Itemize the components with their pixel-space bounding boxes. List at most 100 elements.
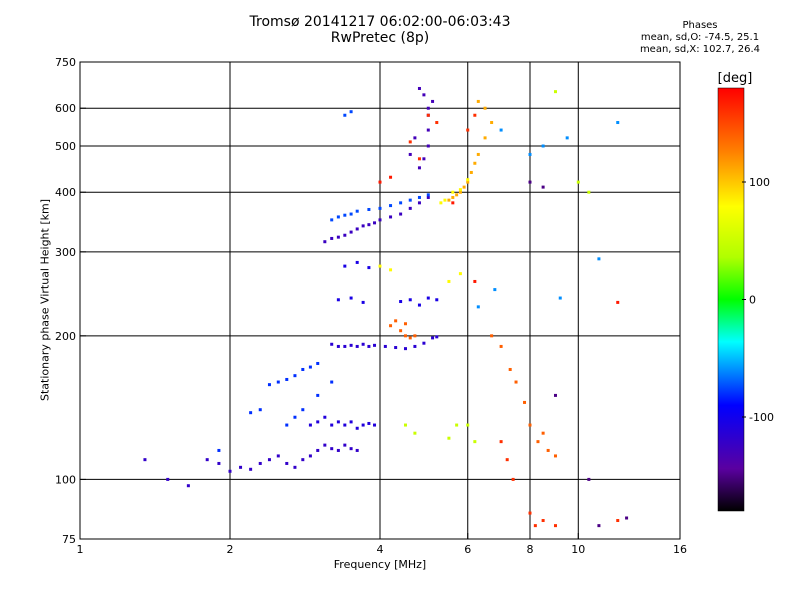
data-point: [565, 136, 569, 140]
data-point: [293, 374, 297, 378]
colorbar-tick-label: 100: [749, 176, 770, 189]
data-point: [576, 180, 580, 184]
data-point: [285, 423, 289, 427]
data-point: [336, 215, 340, 219]
data-point: [408, 152, 412, 156]
data-point: [413, 136, 417, 140]
data-point: [249, 467, 253, 471]
data-point: [426, 106, 430, 110]
data-point: [367, 421, 371, 425]
chart-title: Tromsø 20141217 06:02:00-06:03:43: [249, 14, 511, 30]
data-point: [447, 436, 451, 440]
data-point: [417, 86, 421, 90]
data-point: [458, 272, 462, 276]
data-point: [336, 420, 340, 424]
data-point: [378, 264, 382, 268]
data-point: [308, 365, 312, 369]
y-tick-label: 400: [55, 186, 76, 199]
data-point: [435, 335, 439, 339]
data-point: [355, 227, 359, 231]
data-point: [403, 423, 407, 427]
data-point: [493, 288, 497, 292]
data-point: [293, 465, 297, 469]
data-point: [408, 336, 412, 340]
data-point: [267, 383, 271, 387]
data-point: [389, 175, 393, 179]
data-point: [435, 298, 439, 302]
data-point: [336, 298, 340, 302]
x-tick-label: 6: [464, 543, 471, 556]
data-point: [399, 201, 403, 205]
data-point: [587, 190, 591, 194]
data-point: [536, 440, 540, 444]
data-point: [361, 423, 365, 427]
data-point: [511, 477, 515, 481]
data-point: [426, 296, 430, 300]
data-point: [462, 185, 466, 189]
data-point: [308, 423, 312, 427]
data-point: [403, 334, 407, 338]
x-tick-label: 1: [77, 543, 84, 556]
data-point: [422, 157, 426, 161]
data-point: [399, 300, 403, 304]
data-point: [597, 257, 601, 261]
data-point: [258, 408, 262, 412]
data-point: [466, 178, 470, 182]
data-point: [541, 431, 545, 435]
data-point: [355, 209, 359, 213]
y-tick-label: 75: [62, 533, 76, 546]
data-point: [455, 193, 459, 197]
data-point: [336, 448, 340, 452]
data-point: [343, 113, 347, 117]
data-point: [258, 461, 262, 465]
data-point: [349, 212, 353, 216]
data-point: [355, 344, 359, 348]
phases-x-stats: mean, sd,X: 102.7, 26.4: [639, 44, 761, 55]
data-point: [553, 524, 557, 528]
data-point: [330, 236, 334, 240]
data-point: [483, 106, 487, 110]
data-point: [217, 448, 221, 452]
phases-heading: Phases: [682, 20, 718, 31]
data-point: [349, 447, 353, 451]
data-point: [417, 303, 421, 307]
data-point: [373, 423, 377, 427]
data-point: [343, 423, 347, 427]
colorbar-ticks: 100 0 -100: [742, 176, 774, 424]
data-point: [399, 212, 403, 216]
data-point: [417, 157, 421, 161]
data-point: [413, 431, 417, 435]
y-tick-label: 100: [55, 473, 76, 486]
data-point: [558, 296, 562, 300]
data-point: [355, 426, 359, 430]
grid-lines: [80, 62, 680, 539]
data-points: [143, 86, 629, 528]
data-point: [361, 342, 365, 346]
data-point: [422, 341, 426, 345]
data-point: [476, 305, 480, 309]
data-point: [431, 336, 435, 340]
data-point: [166, 477, 170, 481]
data-point: [285, 377, 289, 381]
data-point: [499, 344, 503, 348]
data-point: [403, 322, 407, 326]
data-point: [349, 343, 353, 347]
data-point: [399, 329, 403, 333]
data-point: [499, 128, 503, 132]
data-point: [528, 152, 532, 156]
data-point: [343, 344, 347, 348]
y-tick-label: 750: [55, 56, 76, 69]
data-point: [336, 235, 340, 239]
data-point: [349, 420, 353, 424]
data-point: [389, 324, 393, 328]
colorbar-label: [deg]: [718, 71, 753, 86]
data-point: [533, 524, 537, 528]
x-tick-label: 4: [377, 543, 384, 556]
data-point: [239, 465, 243, 469]
x-ticks: 1 2 4 6 8 10 16: [77, 533, 687, 556]
chart-subtitle: RwPretec (8p): [330, 30, 430, 46]
data-point: [417, 201, 421, 205]
data-point: [349, 230, 353, 234]
data-point: [417, 166, 421, 170]
data-point: [616, 121, 620, 125]
